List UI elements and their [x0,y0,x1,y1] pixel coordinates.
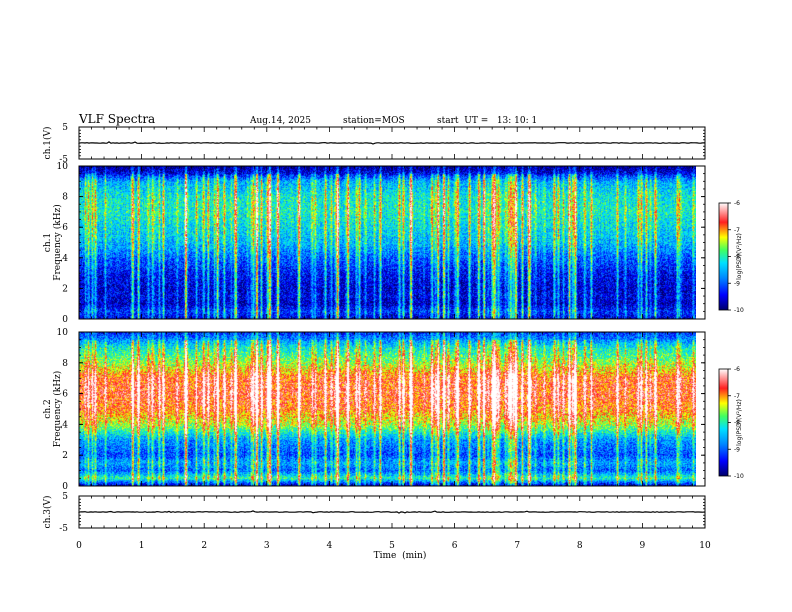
ch1-spectrogram-ylabel: ch.1Frequency (kHz) [43,204,63,281]
ch1-waveform-trace [78,141,706,145]
ch1-colorbar: -6 -7 -8 -9 -10 log(PSD)(V²/Hz) [718,200,744,314]
time-axis: 0 1 2 3 4 5 6 7 8 9 10 [76,541,711,551]
y-tick-label: 6 [62,390,68,400]
colorbar-label: log(PSD)(V²/Hz) [736,399,743,446]
y-tick-label: 4 [62,420,68,430]
colorbar-tick-label: -10 [734,307,744,314]
y-tick-label: 4 [62,254,68,264]
y-tick-label: 2 [62,451,68,461]
ch1-spectrogram-panel: 0 2 4 6 8 10 ch.1Frequency (kHz) [43,162,706,325]
y-tick-label: 0 [62,315,68,325]
x-tick-label: 5 [389,541,395,551]
figure-title: VLF Spectra [78,112,155,126]
ch1-waveform-panel: 5 -5 ch.1(V) [42,123,706,165]
colorbar-gradient [718,202,729,311]
ch2-colorbar: -6 -7 -8 -9 -10 log(PSD)(V²/Hz) [718,366,744,480]
ylabel-line: ch.2 [43,399,53,418]
ylabel-line: ch.1(V) [42,127,53,160]
ch3-waveform-panel: 5 -5 ch.3(V) [42,492,706,534]
colorbar-tick-label: -7 [734,227,740,234]
x-axis-label: Time (min) [374,550,427,561]
x-tick-label: 9 [640,541,646,551]
ch2-spectrogram-ylabel: ch.2Frequency (kHz) [43,371,63,448]
ch1-spectrogram-image [79,166,696,319]
x-tick-label: 1 [139,541,145,551]
ylabel-line: ch.1 [43,233,53,252]
y-tick-label: -5 [59,155,68,165]
colorbar-tick-label: -6 [734,200,740,207]
start-time-label: start UT = 13: 10: 1 [437,116,537,126]
colorbar-tick-label: -10 [734,473,744,480]
colorbar-tick-label: -7 [734,393,740,400]
ch3-waveform-ylabel: ch.3(V) [42,496,53,529]
y-tick-label: 10 [57,162,69,172]
x-tick-label: 0 [76,541,82,551]
colorbar-tick-label: -6 [734,366,740,373]
y-tick-label: 10 [57,328,69,338]
y-tick-label: 0 [62,482,68,492]
x-tick-label: 8 [577,541,583,551]
y-tick-label: 8 [62,359,68,369]
colorbar-tick-label: -8 [734,254,740,261]
ylabel-line: ch.3(V) [42,496,53,529]
colorbar-tick-label: -9 [734,446,740,453]
ch2-spectrogram-image [79,332,696,486]
ylabel-line: Frequency (kHz) [52,204,63,281]
station-label: station=MOS [343,116,405,126]
x-tick-label: 4 [327,541,333,551]
x-tick-label: 10 [699,541,711,551]
x-tick-label: 3 [264,541,270,551]
x-tick-label: 2 [201,541,207,551]
date-label: Aug.14, 2025 [249,116,311,126]
x-tick-label: 7 [514,541,520,551]
ch2-spectrogram-panel: 0 2 4 6 8 10 ch.2Frequency (kHz) [43,328,706,492]
colorbar-label: log(PSD)(V²/Hz) [736,233,743,280]
colorbar-tick-label: -8 [734,420,740,427]
y-tick-label: 6 [62,223,68,233]
y-tick-label: 5 [62,123,68,133]
y-tick-label: -5 [59,524,68,534]
colorbar-gradient [718,368,729,477]
colorbar-tick-label: -9 [734,280,740,287]
y-tick-label: 5 [62,492,68,502]
x-tick-label: 6 [452,541,458,551]
ch1-waveform-ylabel: ch.1(V) [42,127,53,160]
ylabel-line: Frequency (kHz) [52,371,63,448]
y-tick-label: 8 [62,193,68,203]
ch3-waveform-trace [78,510,706,514]
y-tick-label: 2 [62,284,68,294]
